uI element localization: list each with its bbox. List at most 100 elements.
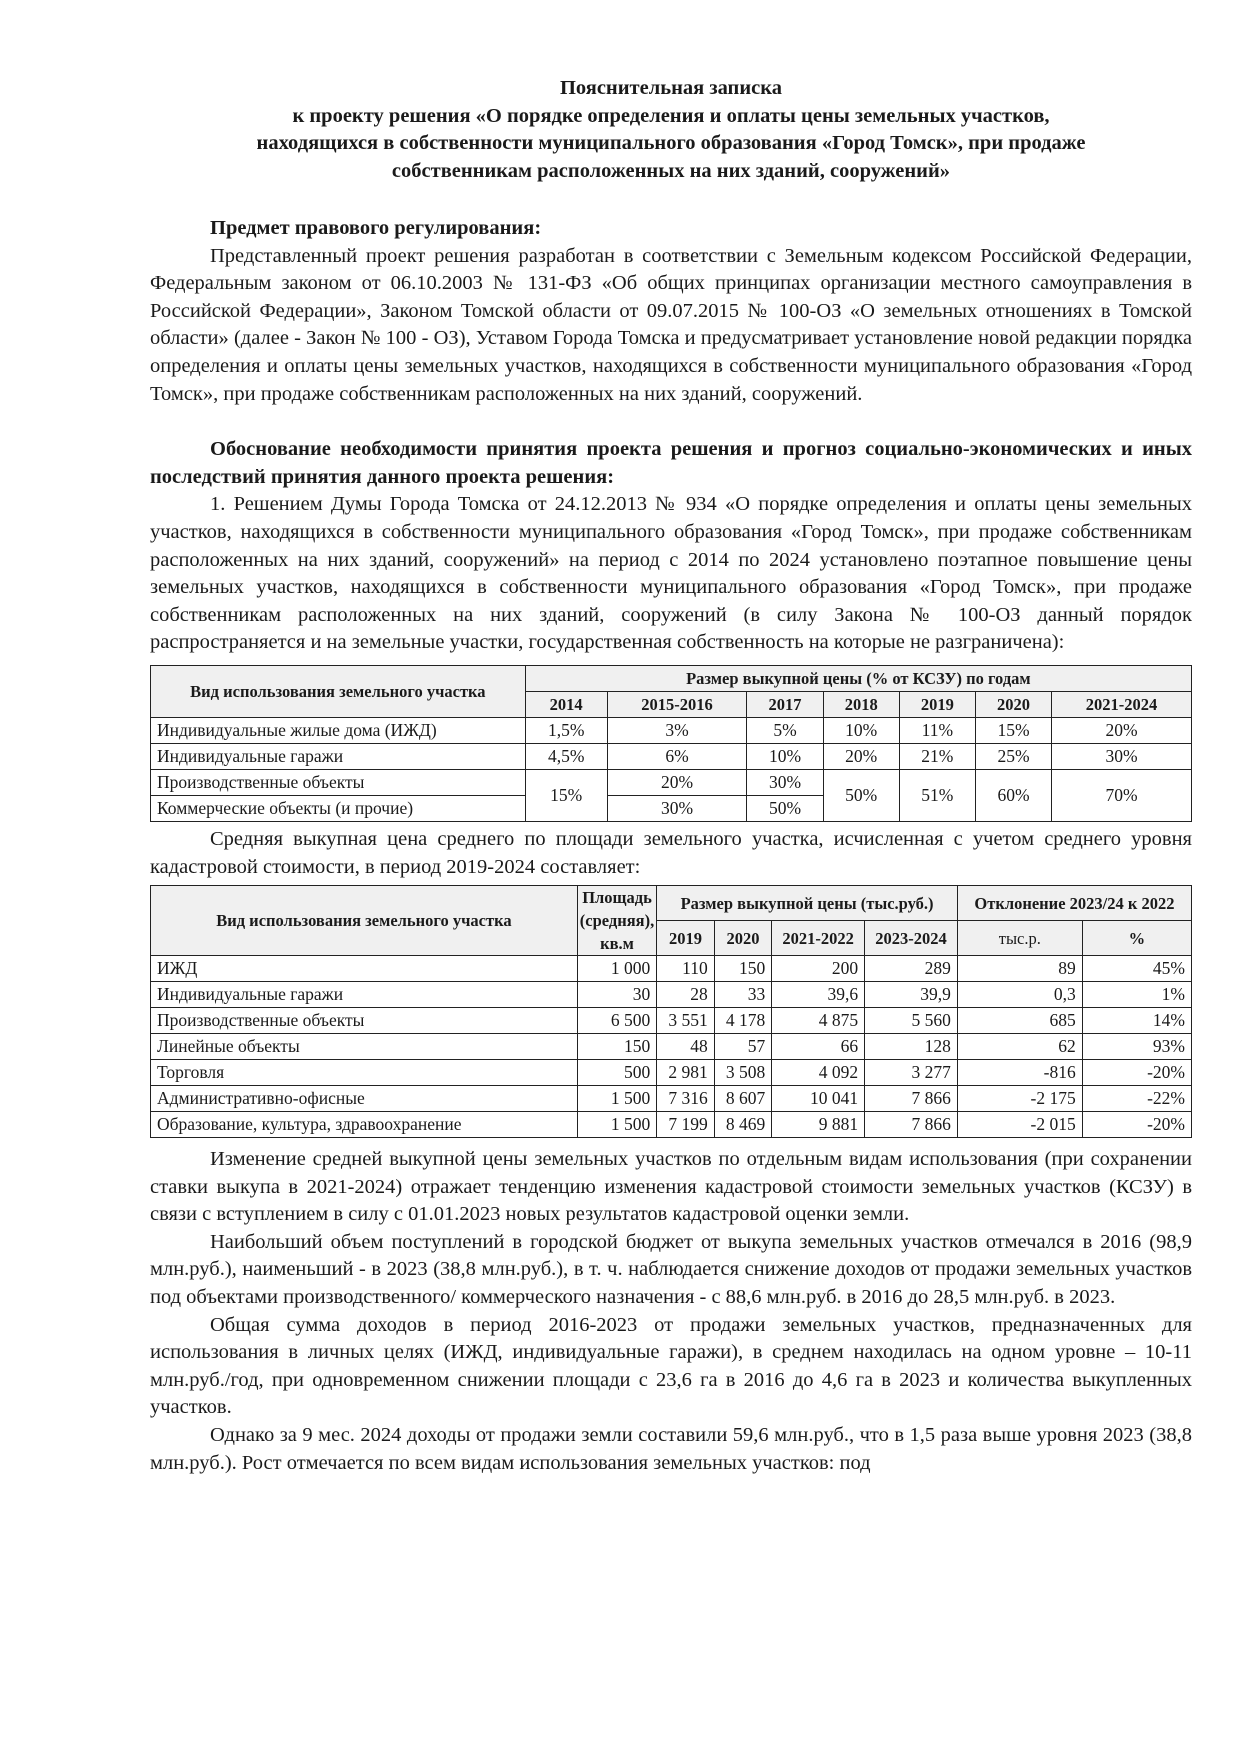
table-cell: 8 469: [713, 1111, 773, 1139]
table-cell: 66: [771, 1033, 866, 1061]
table-row: Административно-офисные 1 500 7 316 8 607 10…: [150, 1085, 1193, 1113]
table-average-price: Вид использования земельного участка Пло…: [150, 885, 1193, 1139]
table-row: Коммерческие объекты (и прочие) 30% 50%: [150, 794, 1192, 822]
header-cell: тыс.р.: [956, 920, 1083, 957]
table-cell: Производственные объекты: [150, 768, 526, 796]
table-cell: 39,9: [864, 981, 958, 1009]
table-cell: 93%: [1081, 1033, 1193, 1061]
table-cell: 0,3: [956, 981, 1083, 1009]
header-cell: 2021-2024: [1051, 690, 1192, 718]
document-page: Пояснительная записка к проекту решения …: [150, 75, 1193, 1477]
table-cell: 10%: [822, 716, 900, 744]
table-cell: 33: [713, 981, 773, 1009]
table-cell: Образование, культура, здравоохранение: [150, 1111, 578, 1139]
table-cell: 15%: [524, 768, 608, 822]
header-cell: Вид использования земельного участка: [150, 885, 578, 957]
table-cell: 1 000: [576, 955, 658, 983]
table-cell: 15%: [974, 716, 1053, 744]
table-cell: 45%: [1081, 955, 1193, 983]
table-cell: 30%: [746, 768, 824, 796]
table-cell: Производственные объекты: [150, 1007, 578, 1035]
table-cell: 150: [713, 955, 773, 983]
table-cell: 20%: [1051, 716, 1192, 744]
table-cell: 7 866: [864, 1085, 958, 1113]
table-cell: 20%: [822, 742, 900, 770]
table-cell: 4 875: [771, 1007, 866, 1035]
header-cell: 2020: [974, 690, 1053, 718]
header-cell: 2017: [746, 690, 824, 718]
table-cell: 685: [956, 1007, 1083, 1035]
table-cell: 51%: [898, 768, 976, 822]
table-row: Торговля 500 2 981 3 508 4 092 3 277 -816 -20%: [150, 1059, 1193, 1087]
table-cell: 5 560: [864, 1007, 958, 1035]
paragraph: Общая сумма доходов в период 2016-2023 о…: [150, 1313, 1192, 1419]
table-cell: 6%: [606, 742, 748, 770]
table-cell: 48: [656, 1033, 715, 1061]
header-cell: 2019: [898, 690, 976, 718]
title-line: собственникам расположенных на них здани…: [391, 159, 951, 182]
title-line: к проекту решения «О порядке определения…: [292, 104, 1050, 127]
table-row: Индивидуальные гаражи 30 28 33 39,6 39,9 0,3 1%: [150, 981, 1193, 1009]
table-cell: 7 316: [656, 1085, 715, 1113]
table-cell: -22%: [1081, 1085, 1193, 1113]
paragraph: Наибольший объем поступлений в городской…: [150, 1230, 1192, 1309]
table-buyout-percent: Вид использования земельного участка Раз…: [150, 664, 1193, 822]
header-cell: Размер выкупной цены (тыс.руб.): [656, 885, 958, 922]
table-cell: Коммерческие объекты (и прочие): [150, 794, 526, 822]
table-cell: 10%: [746, 742, 824, 770]
table-cell: 5%: [746, 716, 824, 744]
table-cell: 3%: [606, 716, 748, 744]
table-cell: 70%: [1051, 768, 1192, 822]
table-cell: 1 500: [576, 1111, 658, 1139]
table-cell: 1 500: [576, 1085, 658, 1113]
table-cell: Административно-офисные: [150, 1085, 578, 1113]
table-cell: 39,6: [771, 981, 866, 1009]
header-cell: Размер выкупной цены (% от КСЗУ) по года…: [524, 664, 1193, 692]
table-cell: -20%: [1081, 1059, 1193, 1087]
table-cell: 3 508: [713, 1059, 773, 1087]
table-cell: 10 041: [771, 1085, 866, 1113]
table-cell: Индивидуальные гаражи: [150, 981, 578, 1009]
table-cell: 11%: [898, 716, 976, 744]
table-cell: 2 981: [656, 1059, 715, 1087]
table-cell: 7 199: [656, 1111, 715, 1139]
table-cell: 20%: [606, 768, 748, 796]
header-cell: Отклонение 2023/24 к 2022: [956, 885, 1193, 922]
table-cell: 89: [956, 955, 1083, 983]
table-cell: 28: [656, 981, 715, 1009]
table-cell: 9 881: [771, 1111, 866, 1139]
header-cell: Площадь (средняя), кв.м: [576, 885, 658, 957]
table-cell: -2 015: [956, 1111, 1083, 1139]
title-line: находящихся в собственности муниципально…: [256, 132, 1086, 154]
table-cell: 150: [576, 1033, 658, 1061]
table-cell: ИЖД: [150, 955, 578, 983]
document-title: Пояснительная записка к проекту решения …: [150, 75, 1192, 185]
paragraph: Однако за 9 мес. 2024 доходы от продажи …: [150, 1424, 1192, 1474]
table-row: Производственные объекты 6 500 3 551 4 178 4…: [150, 1007, 1193, 1035]
table-cell: 110: [656, 955, 715, 983]
title-line: Пояснительная записка: [559, 77, 783, 99]
table-cell: 50%: [746, 794, 824, 822]
table-cell: -20%: [1081, 1111, 1193, 1139]
table-cell: 4 178: [713, 1007, 773, 1035]
table-cell: 4 092: [771, 1059, 866, 1087]
table-cell: Торговля: [150, 1059, 578, 1087]
table-cell: 30%: [606, 794, 748, 822]
header-cell: 2014: [524, 690, 608, 718]
table-cell: 50%: [822, 768, 900, 822]
table-cell: 1,5%: [524, 716, 608, 744]
table-cell: Индивидуальные гаражи: [150, 742, 526, 770]
table-cell: 200: [771, 955, 866, 983]
table-cell: 62: [956, 1033, 1083, 1061]
header-cell: %: [1081, 920, 1193, 957]
header-cell: 2021-2022: [771, 920, 866, 957]
table-row: Индивидуальные гаражи 4,5% 6% 10% 20% 21% 25% 3…: [150, 742, 1192, 770]
table-cell: 3 551: [656, 1007, 715, 1035]
table-cell: 289: [864, 955, 958, 983]
table-cell: 21%: [898, 742, 976, 770]
table-row: Производственные объекты 15% 20% 30% 50% 51% 6…: [150, 768, 1192, 822]
table-cell: Индивидуальные жилые дома (ИЖД): [150, 716, 526, 744]
header-cell: 2023-2024: [864, 920, 958, 957]
table-row: Линейные объекты 150 48 57 66 128 62 93%: [150, 1033, 1193, 1061]
table-cell: Линейные объекты: [150, 1033, 578, 1061]
